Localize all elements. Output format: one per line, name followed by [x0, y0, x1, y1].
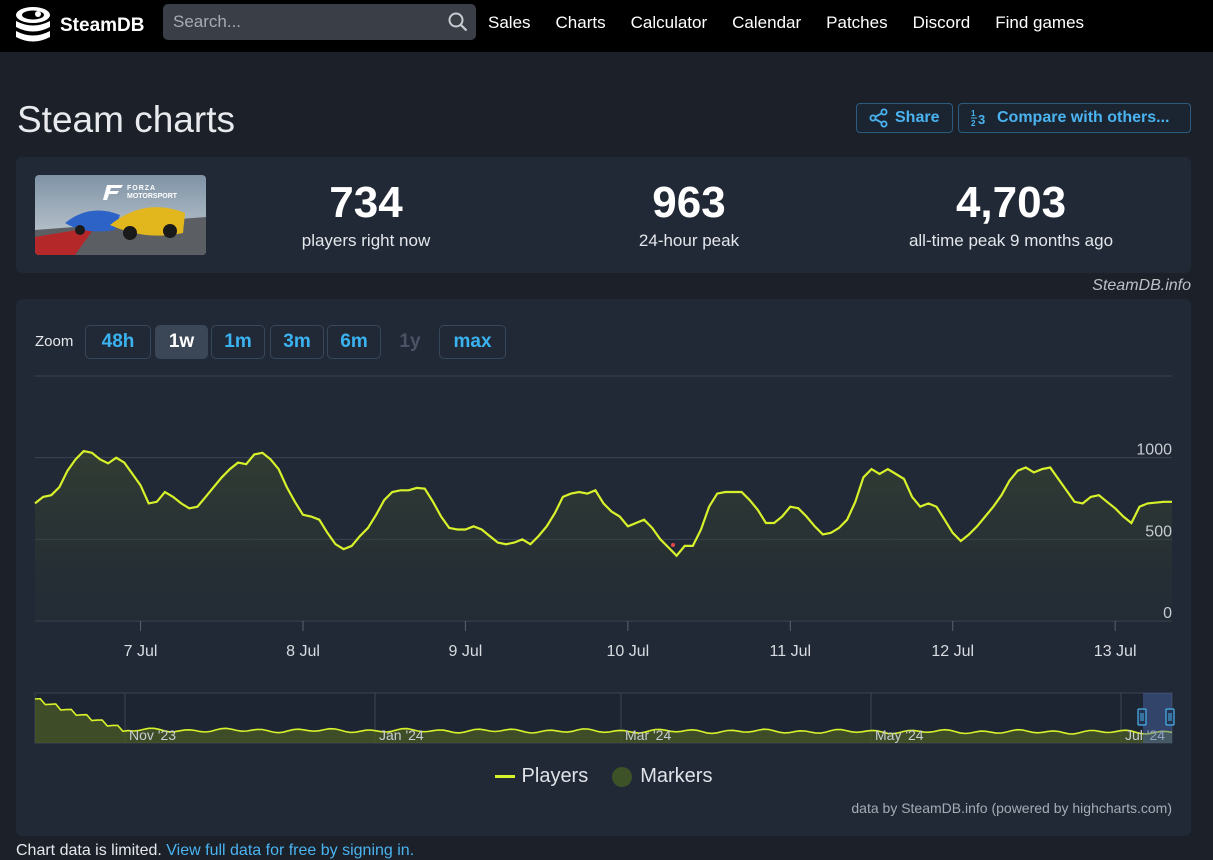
nav-patches[interactable]: Patches [826, 13, 888, 32]
compare-numbers-icon: 1 2 3 [971, 109, 985, 128]
chart-card: Zoom 48h 1w 1m 3m 6m 1y max 0 500 1000 7 J… [16, 299, 1191, 836]
players-area-fill [35, 451, 1172, 621]
chart-legend: Players Markers [16, 765, 1191, 788]
footer-note: Chart data is limited. View full data fo… [16, 842, 414, 860]
navigator-left-handle[interactable] [1137, 708, 1147, 726]
x-tick-label: 13 Jul [1094, 643, 1137, 660]
banner-title-line2: MOTORSPORT [127, 193, 178, 200]
nav-charts[interactable]: Charts [555, 13, 606, 32]
stat-label: 24-hour peak [638, 231, 740, 250]
nav-discord[interactable]: Discord [912, 13, 971, 32]
search-box[interactable] [163, 4, 476, 40]
x-tick-label: 11 Jul [770, 643, 812, 660]
compare-label: Compare with others... [997, 109, 1170, 126]
chart-credits[interactable]: data by SteamDB.info (powered by highcha… [851, 800, 1172, 816]
navigator-tick-label: May '24 [875, 727, 924, 743]
stat-value: 734 [329, 178, 403, 227]
zoom-6m-button[interactable]: 6m [327, 325, 381, 359]
stat-label: players right now [301, 231, 431, 250]
svg-text:2: 2 [971, 119, 976, 128]
x-tick-label: 9 Jul [449, 643, 483, 660]
search-input[interactable] [163, 4, 433, 40]
zoom-1y-button: 1y [399, 331, 421, 352]
banner-title-line1: FORZA [127, 185, 156, 192]
game-banner-image[interactable]: FORZA MOTORSPORT [35, 175, 206, 255]
players-series-line[interactable] [34, 449, 1172, 558]
y-tick-label: 0 [1163, 605, 1172, 622]
x-tick-label: 8 Jul [286, 643, 320, 660]
stats-card: FORZA MOTORSPORT 734 players right now 9… [16, 157, 1191, 273]
marker-dot[interactable] [671, 543, 675, 547]
x-tick-label: 12 Jul [931, 643, 974, 660]
steamdb-logo[interactable]: SteamDB [14, 6, 144, 46]
navigator-tick-label: Jul '24 [1125, 727, 1165, 743]
compare-button[interactable]: 1 2 3 Compare with others... [958, 103, 1191, 133]
legend-label: Players [521, 765, 589, 787]
player-count-chart[interactable]: 0 500 1000 7 Jul 8 Jul 9 Jul 10 Jul 11 Jul 12 J… [16, 299, 1191, 759]
y-tick-label: 500 [1145, 523, 1172, 540]
legend-players[interactable]: Players [494, 765, 589, 788]
y-tick-label: 1000 [1136, 442, 1172, 459]
x-tick-label: 10 Jul [607, 643, 650, 660]
stat-value: 963 [652, 178, 726, 227]
zoom-3m-button[interactable]: 3m [270, 325, 324, 359]
navigator-right-handle[interactable] [1165, 708, 1175, 726]
stat-value: 4,703 [955, 178, 1067, 227]
steamdb-attribution: SteamDB.info [1092, 277, 1191, 294]
nav-calendar[interactable]: Calendar [732, 13, 802, 32]
navigator-area [35, 698, 1172, 743]
zoom-label: Zoom [35, 333, 74, 350]
main-nav: Sales Charts Calculator Calendar Patches… [488, 0, 1109, 46]
logo-text: SteamDB [60, 15, 145, 36]
stat-label: all-time peak 9 months ago [908, 231, 1114, 250]
range-navigator[interactable]: Nov '23 Jan '24 Mar '24 May '24 Jul '24 [34, 692, 1175, 744]
share-icon [869, 108, 888, 128]
stat-all-time-peak: 4,703 all-time peak 9 months ago [851, 177, 1171, 253]
top-navigation-bar: SteamDB Sales Charts Calculator Calendar… [0, 0, 1213, 52]
zoom-48h-button[interactable]: 48h [85, 325, 151, 359]
x-tick-label: 7 Jul [124, 643, 158, 660]
legend-line-swatch [494, 775, 515, 778]
share-label: Share [895, 109, 940, 126]
navigator-line [34, 697, 1173, 735]
search-icon[interactable] [448, 12, 468, 32]
page-title: Steam charts [17, 99, 235, 140]
game-banner-art: FORZA MOTORSPORT [35, 175, 206, 255]
zoom-1w-button[interactable]: 1w [155, 325, 208, 359]
navigator-tick-label: Jan '24 [379, 727, 424, 743]
navigator-tick-label: Mar '24 [625, 727, 671, 743]
navigator-tick-label: Nov '23 [129, 727, 176, 743]
zoom-1m-button[interactable]: 1m [211, 325, 265, 359]
zoom-max-button[interactable]: max [439, 325, 506, 359]
svg-text:3: 3 [978, 112, 985, 127]
stat-24h-peak: 963 24-hour peak [529, 177, 849, 253]
nav-find-games[interactable]: Find games [995, 13, 1085, 32]
legend-markers[interactable]: Markers [612, 765, 712, 788]
legend-dot-swatch [612, 766, 633, 787]
nav-calculator[interactable]: Calculator [630, 13, 708, 32]
steamdb-logo-icon [16, 7, 50, 42]
svg-text:1: 1 [971, 109, 976, 118]
nav-sales[interactable]: Sales [488, 13, 531, 32]
stat-current-players: 734 players right now [206, 177, 526, 253]
legend-label: Markers [640, 765, 713, 787]
share-button[interactable]: Share [856, 103, 953, 133]
